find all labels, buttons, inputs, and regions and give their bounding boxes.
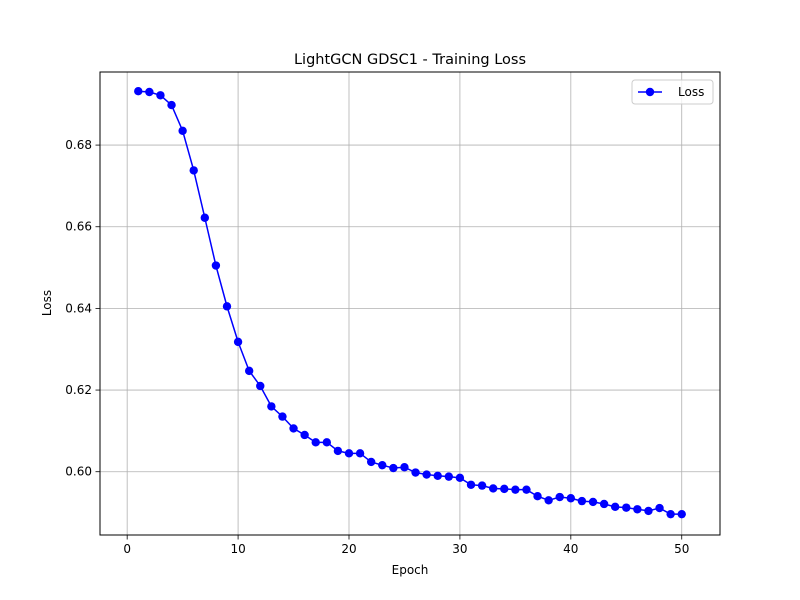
x-tick-label: 10 — [230, 542, 245, 556]
loss-point — [488, 484, 498, 493]
loss-point — [400, 463, 409, 472]
loss-point — [555, 492, 564, 502]
loss-point — [500, 484, 509, 494]
x-tick-label: 0 — [123, 542, 131, 556]
legend-label: Loss — [678, 85, 704, 99]
loss-point — [588, 497, 598, 507]
loss-point — [366, 457, 376, 467]
y-tick-label: 0.60 — [65, 465, 92, 479]
loss-point — [189, 166, 198, 175]
loss-point — [466, 480, 476, 489]
loss-point — [344, 449, 354, 458]
plot-area — [100, 72, 720, 535]
loss-point — [300, 430, 309, 440]
loss-point — [577, 496, 587, 506]
y-tick-label: 0.66 — [65, 220, 92, 234]
y-axis-label: Loss — [40, 290, 54, 316]
loss-point — [333, 446, 343, 456]
loss-point — [256, 381, 265, 391]
loss-point — [233, 337, 243, 347]
loss-point — [156, 91, 165, 100]
loss-point — [677, 509, 686, 519]
loss-point — [610, 502, 620, 512]
loss-point — [533, 492, 542, 501]
loss-point — [666, 509, 675, 519]
x-tick-label: 40 — [563, 542, 578, 556]
loss-point — [355, 449, 365, 458]
loss-point — [244, 366, 254, 376]
loss-point — [389, 463, 398, 473]
x-tick-label: 50 — [674, 542, 689, 556]
loss-point — [222, 302, 232, 311]
loss-point — [289, 424, 298, 433]
loss-point — [522, 485, 531, 494]
x-axis-label: Epoch — [392, 563, 429, 577]
loss-point — [211, 261, 221, 270]
x-tick-label: 20 — [341, 542, 356, 556]
legend-box — [631, 79, 714, 105]
legend-marker — [645, 87, 655, 97]
loss-point — [566, 494, 576, 503]
grid — [100, 72, 720, 535]
loss-point — [422, 470, 431, 479]
loss-point — [200, 213, 210, 222]
loss-point — [655, 503, 664, 513]
loss-point — [378, 460, 387, 470]
series-layer — [134, 86, 686, 519]
plot-frame — [99, 71, 721, 536]
loss-point — [267, 402, 276, 411]
loss-point — [178, 126, 187, 135]
loss-point — [134, 86, 143, 96]
loss-point — [444, 472, 454, 481]
loss-point — [411, 468, 420, 477]
y-tick-label: 0.64 — [65, 301, 92, 315]
loss-point — [511, 485, 520, 494]
y-tick-label: 0.62 — [65, 383, 92, 397]
y-tick-label: 0.68 — [65, 138, 92, 152]
loss-point — [644, 506, 653, 516]
loss-point — [455, 473, 465, 483]
loss-point — [433, 471, 442, 480]
loss-point — [622, 503, 631, 512]
chart-title: LightGCN GDSC1 - Training Loss — [294, 52, 526, 68]
loss-point — [322, 438, 332, 447]
ticks: 0 10 20 30 40 50 0.60 0.62 0.64 0.66 0.68 — [65, 138, 689, 556]
loss-point — [599, 499, 609, 509]
x-tick-label: 30 — [452, 542, 467, 556]
loss-point — [633, 505, 642, 514]
loss-point — [167, 100, 176, 110]
loss-point — [278, 412, 287, 421]
loss-point — [477, 481, 487, 490]
loss-point — [544, 496, 553, 505]
loss-point — [145, 87, 154, 97]
loss-point — [311, 438, 320, 447]
legend: Loss — [631, 79, 714, 105]
